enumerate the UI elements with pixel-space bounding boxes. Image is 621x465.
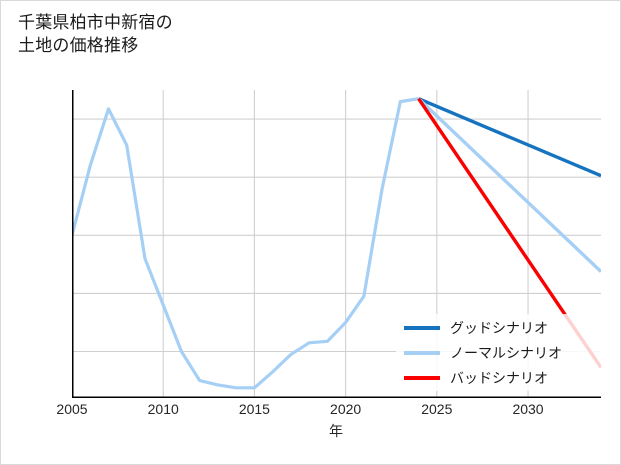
legend-item[interactable]: ノーマルシナリオ [404,340,562,365]
legend-item[interactable]: バッドシナリオ [404,365,548,390]
x-tick-label: 2005 [56,401,88,417]
legend-label: グッドシナリオ [450,319,548,336]
legend-swatch-icon [404,325,440,330]
series-line-グッドシナリオ [417,97,601,178]
chart-legend: グッドシナリオ ノーマルシナリオ バッドシナリオ [396,314,604,391]
legend-label: ノーマルシナリオ [450,344,562,361]
legend-item[interactable]: グッドシナリオ [404,315,548,340]
x-tick-label: 2030 [512,401,544,417]
x-tick-label: 2010 [147,401,179,417]
legend-swatch-icon [404,350,440,355]
series-line-実績（履歴） [72,97,419,390]
legend-swatch-icon [404,375,440,380]
chart-title: 千葉県柏市中新宿の 土地の価格推移 [18,13,173,55]
series-line-ノーマルシナリオ [417,97,601,273]
x-tick-label: 2025 [421,401,453,417]
x-tick-label: 2015 [238,401,270,417]
x-tick-label: 2020 [330,401,362,417]
legend-label: バッドシナリオ [450,369,548,386]
x-axis-label: 年 [329,423,343,439]
